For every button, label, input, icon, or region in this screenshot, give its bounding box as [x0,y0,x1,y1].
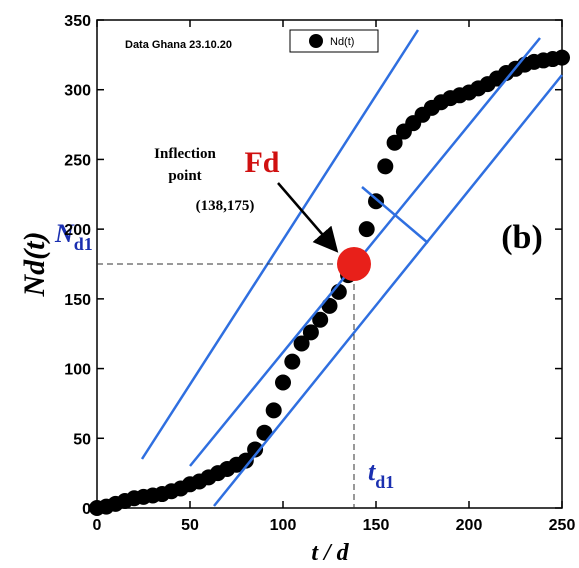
arrow [277,182,339,253]
data-point [358,221,375,238]
x-tick-label: 0 [93,517,102,534]
x-tick-label: 50 [181,517,199,534]
x-tick-label: 150 [363,517,390,534]
inflection-point [337,247,371,281]
annotation: point [168,168,201,184]
data-point [275,374,291,391]
data-point [386,134,403,151]
y-tick-label: 250 [64,152,91,169]
annotation: td1 [368,457,394,492]
x-tick-label: 250 [549,517,576,534]
annotation-main: N [54,219,75,248]
data-point [321,297,338,314]
y-tick-label: 0 [82,501,91,518]
data-point [312,311,329,328]
y-tick-label: 100 [64,362,91,379]
fit-line [140,29,420,460]
data-point [302,324,319,341]
annotation-sub: d1 [375,472,394,492]
legend-label: Nd(t) [330,36,354,48]
data-point [237,452,254,469]
data-point [265,402,282,419]
x-tick-label: 100 [270,517,297,534]
data-point [284,353,301,370]
y-axis-label: Nd(t) [18,232,51,298]
width-line [361,186,429,244]
y-tick-label: 200 [64,222,91,239]
y-tick-label: 150 [64,292,91,309]
annotation-sub: d1 [74,234,93,254]
data-point [377,158,394,175]
y-tick-label: 300 [64,83,91,100]
data-point [368,193,384,210]
legend-marker [309,34,323,48]
data-point [247,441,264,458]
annotation-main: t [368,457,376,486]
data-point [293,335,310,352]
x-tick-label: 200 [456,517,483,534]
y-tick-label: 50 [73,431,91,448]
annotation: Fd [244,146,279,179]
plot-area [89,49,570,516]
annotation: Nd1 [54,219,93,254]
x-axis-label: t / d [311,540,349,566]
annotation: (138,175) [196,198,255,214]
fit-line [213,74,563,507]
chart-title: Data Ghana 23.10.20 [125,39,232,51]
y-tick-label: 350 [64,13,91,30]
panel-label: (b) [501,219,543,256]
annotation: Inflection [154,146,216,162]
